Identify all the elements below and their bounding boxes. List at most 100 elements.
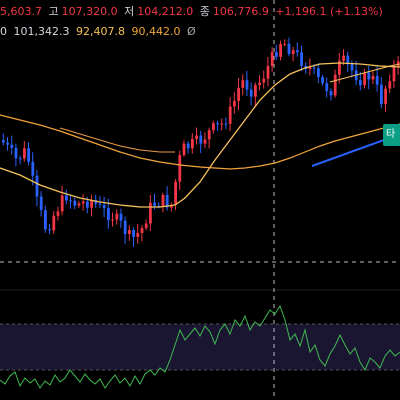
candle-body — [317, 68, 320, 78]
candle-body — [380, 84, 383, 105]
candle-body — [262, 78, 266, 83]
candle-body — [224, 123, 228, 125]
low-value: 104,212.0 — [137, 5, 194, 18]
candle-body — [346, 55, 350, 65]
candle-body — [10, 144, 14, 148]
candle-body — [23, 148, 26, 159]
candle-body — [199, 135, 203, 144]
ma-partial-label: 0 — [0, 25, 7, 38]
candle-body — [338, 60, 341, 75]
candle-body — [165, 194, 169, 208]
ohlc-legend: 5,603.7 고 107,320.0 저 104,212.0 종 106,776.9… — [0, 5, 386, 19]
close-value: 106,776.9 — [212, 5, 269, 18]
candle-body — [245, 80, 249, 90]
candles-group — [2, 37, 400, 247]
candle-body — [119, 213, 123, 221]
candle-body — [65, 195, 68, 201]
candle-body — [144, 223, 148, 229]
candle-body — [31, 161, 35, 176]
candle-body — [300, 52, 303, 66]
candle-body — [270, 52, 274, 67]
open-value: 5,603.7 — [0, 5, 42, 18]
close-label: 종 — [199, 5, 210, 18]
ma-long-line — [0, 114, 400, 170]
candle-body — [233, 100, 236, 107]
candle-body — [115, 213, 119, 220]
candle-body — [170, 204, 173, 208]
candle-body — [14, 147, 18, 159]
candle-body — [6, 142, 9, 145]
candle-body — [18, 158, 22, 160]
candle-body — [27, 148, 30, 162]
candle-body — [81, 201, 85, 204]
candle-body — [56, 211, 60, 216]
candle-body — [342, 55, 345, 61]
candle-body — [333, 74, 337, 96]
candle-body — [86, 201, 89, 208]
candle-body — [249, 89, 253, 97]
candle-body — [359, 80, 362, 86]
candle-body — [283, 43, 287, 45]
ma-mid-line — [59, 127, 175, 153]
candle-body — [228, 106, 232, 124]
trendline[interactable] — [311, 139, 385, 167]
visibility-toggle-icon[interactable]: Ø — [186, 25, 196, 38]
candle-body — [182, 143, 186, 156]
candle-body — [275, 52, 278, 57]
candle-body — [363, 72, 366, 86]
candle-body — [39, 196, 43, 211]
candle-body — [241, 80, 245, 88]
candle-body — [329, 91, 333, 96]
candle-body — [321, 77, 324, 84]
candle-body — [2, 140, 5, 143]
candle-body — [186, 143, 190, 149]
candle-body — [308, 67, 312, 70]
high-label: 고 — [48, 5, 59, 18]
candle-body — [73, 200, 77, 206]
candle-body — [52, 215, 56, 231]
candle-body — [77, 203, 81, 206]
candle-body — [69, 200, 72, 202]
candle-body — [98, 203, 102, 205]
candle-body — [44, 210, 47, 230]
candle-body — [367, 72, 371, 80]
candle-body — [35, 175, 39, 197]
candle-body — [203, 139, 207, 144]
candle-body — [132, 230, 135, 237]
candle-body — [90, 200, 93, 208]
candle-body — [296, 50, 299, 53]
price-tag[interactable]: 타 — [383, 124, 400, 146]
ma1-value: 101,342.3 — [13, 25, 70, 38]
candle-body — [375, 75, 379, 85]
candle-body — [111, 219, 114, 221]
candle-body — [220, 123, 224, 125]
candle-body — [128, 230, 131, 235]
candle-body — [94, 200, 98, 204]
candle-body — [107, 208, 110, 221]
candle-body — [60, 195, 64, 212]
ma3-value: 90,442.0 — [131, 25, 181, 38]
candle-body — [216, 123, 219, 125]
candle-body — [149, 202, 152, 224]
candle-body — [388, 81, 392, 89]
low-label: 저 — [124, 5, 135, 18]
candle-body — [371, 75, 375, 80]
candle-body — [207, 130, 211, 140]
candle-body — [157, 205, 161, 207]
candle-body — [212, 123, 215, 131]
candle-body — [350, 64, 354, 71]
candle-body — [325, 83, 329, 92]
indicator-line — [0, 304, 400, 389]
ma-legend: 0 101,342.3 92,407.8 90,442.0 Ø — [0, 25, 199, 39]
candle-body — [254, 85, 257, 97]
candle-body — [266, 66, 270, 79]
ma-short-line — [0, 62, 400, 208]
candle-body — [140, 228, 144, 233]
candle-body — [279, 44, 282, 57]
candle-body — [384, 88, 387, 105]
candle-body — [287, 43, 291, 55]
candle-body — [174, 181, 177, 205]
change-value: +1,196.1 (+1.13%) — [275, 5, 383, 18]
